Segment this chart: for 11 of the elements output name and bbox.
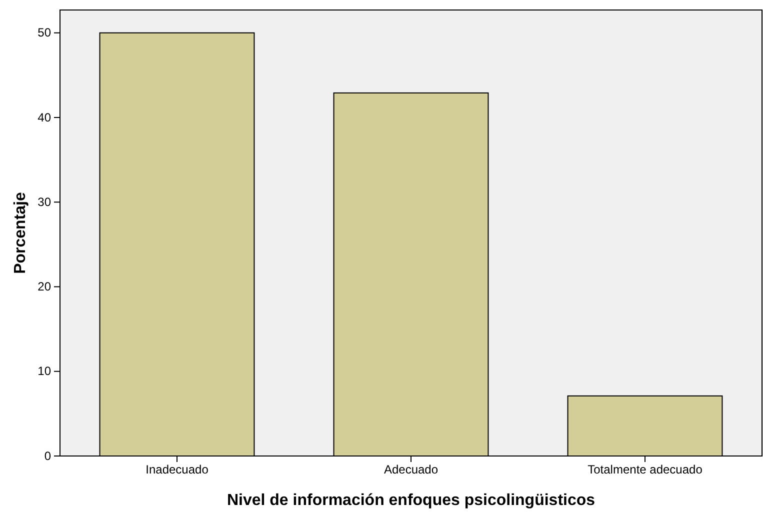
y-tick-label: 20 bbox=[38, 280, 52, 294]
y-tick-label: 30 bbox=[38, 194, 52, 209]
y-tick-label: 10 bbox=[38, 364, 52, 378]
y-tick-label: 40 bbox=[38, 110, 52, 124]
x-tick-label: Inadecuado bbox=[146, 462, 209, 477]
y-tick-label: 0 bbox=[44, 448, 52, 463]
y-tick-label: 50 bbox=[38, 26, 52, 40]
x-tick-label: Adecuado bbox=[384, 462, 438, 477]
y-axis-title: Porcentaje bbox=[12, 192, 29, 274]
x-tick-label: Totalmente adecuado bbox=[588, 462, 703, 477]
x-axis-title: Nivel de información enfoques psicolingüisticos bbox=[226, 492, 596, 509]
